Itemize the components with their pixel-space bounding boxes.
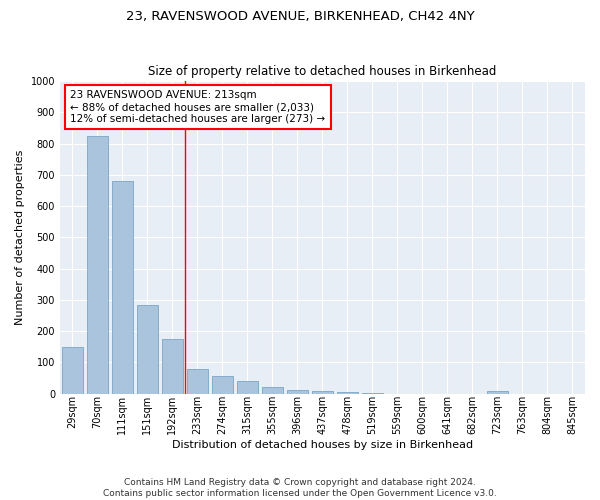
Title: Size of property relative to detached houses in Birkenhead: Size of property relative to detached ho… — [148, 66, 497, 78]
Text: Contains HM Land Registry data © Crown copyright and database right 2024.
Contai: Contains HM Land Registry data © Crown c… — [103, 478, 497, 498]
X-axis label: Distribution of detached houses by size in Birkenhead: Distribution of detached houses by size … — [172, 440, 473, 450]
Bar — [162, 339, 183, 394]
Text: 23 RAVENSWOOD AVENUE: 213sqm
← 88% of detached houses are smaller (2,033)
12% of: 23 RAVENSWOOD AVENUE: 213sqm ← 88% of de… — [70, 90, 326, 124]
Y-axis label: Number of detached properties: Number of detached properties — [15, 150, 25, 325]
Bar — [312, 391, 333, 394]
Bar — [487, 390, 508, 394]
Bar — [287, 390, 308, 394]
Text: 23, RAVENSWOOD AVENUE, BIRKENHEAD, CH42 4NY: 23, RAVENSWOOD AVENUE, BIRKENHEAD, CH42 … — [125, 10, 475, 23]
Bar — [87, 136, 108, 394]
Bar — [212, 376, 233, 394]
Bar — [112, 181, 133, 394]
Bar — [237, 380, 258, 394]
Bar — [362, 393, 383, 394]
Bar — [137, 304, 158, 394]
Bar — [62, 347, 83, 394]
Bar — [262, 387, 283, 394]
Bar — [337, 392, 358, 394]
Bar — [187, 368, 208, 394]
